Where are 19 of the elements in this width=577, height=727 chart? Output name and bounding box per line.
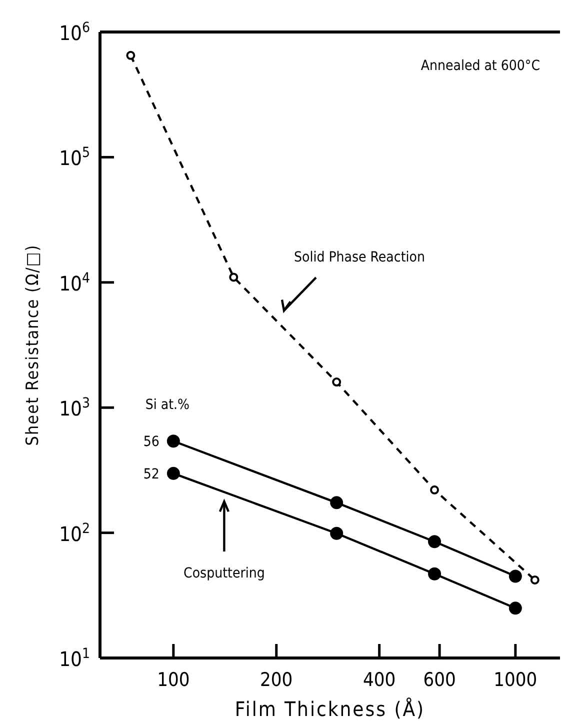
annotation: Solid Phase Reaction (294, 250, 425, 266)
legend-title: Si at.% (145, 397, 190, 414)
annotation: Cosputtering (184, 566, 265, 582)
x-tick-label: 400 (363, 669, 396, 691)
annotation: Annealed at 600°C (420, 58, 540, 74)
x-tick-label: 600 (423, 669, 456, 691)
series-label: 52 (143, 466, 160, 482)
y-tick-label: 10$^{2}$ (59, 520, 90, 546)
x-tick-label: 200 (260, 669, 293, 691)
x-tick-label: 100 (157, 669, 190, 691)
y-tick-label: 10$^{4}$ (59, 270, 90, 296)
y-tick-label: 10$^{3}$ (59, 396, 90, 421)
x-tick-label: 1000 (494, 669, 538, 691)
y-tick-label: 10$^{5}$ (59, 145, 90, 170)
y-tick-label: 10$^{6}$ (59, 20, 90, 45)
y-tick-label: 10$^{1}$ (59, 646, 90, 671)
x-axis-title: Film Thickness (Å) (234, 697, 426, 721)
series-label: 56 (143, 434, 160, 450)
y-axis-title: Sheet Resistance (Ω/□) (23, 244, 43, 446)
